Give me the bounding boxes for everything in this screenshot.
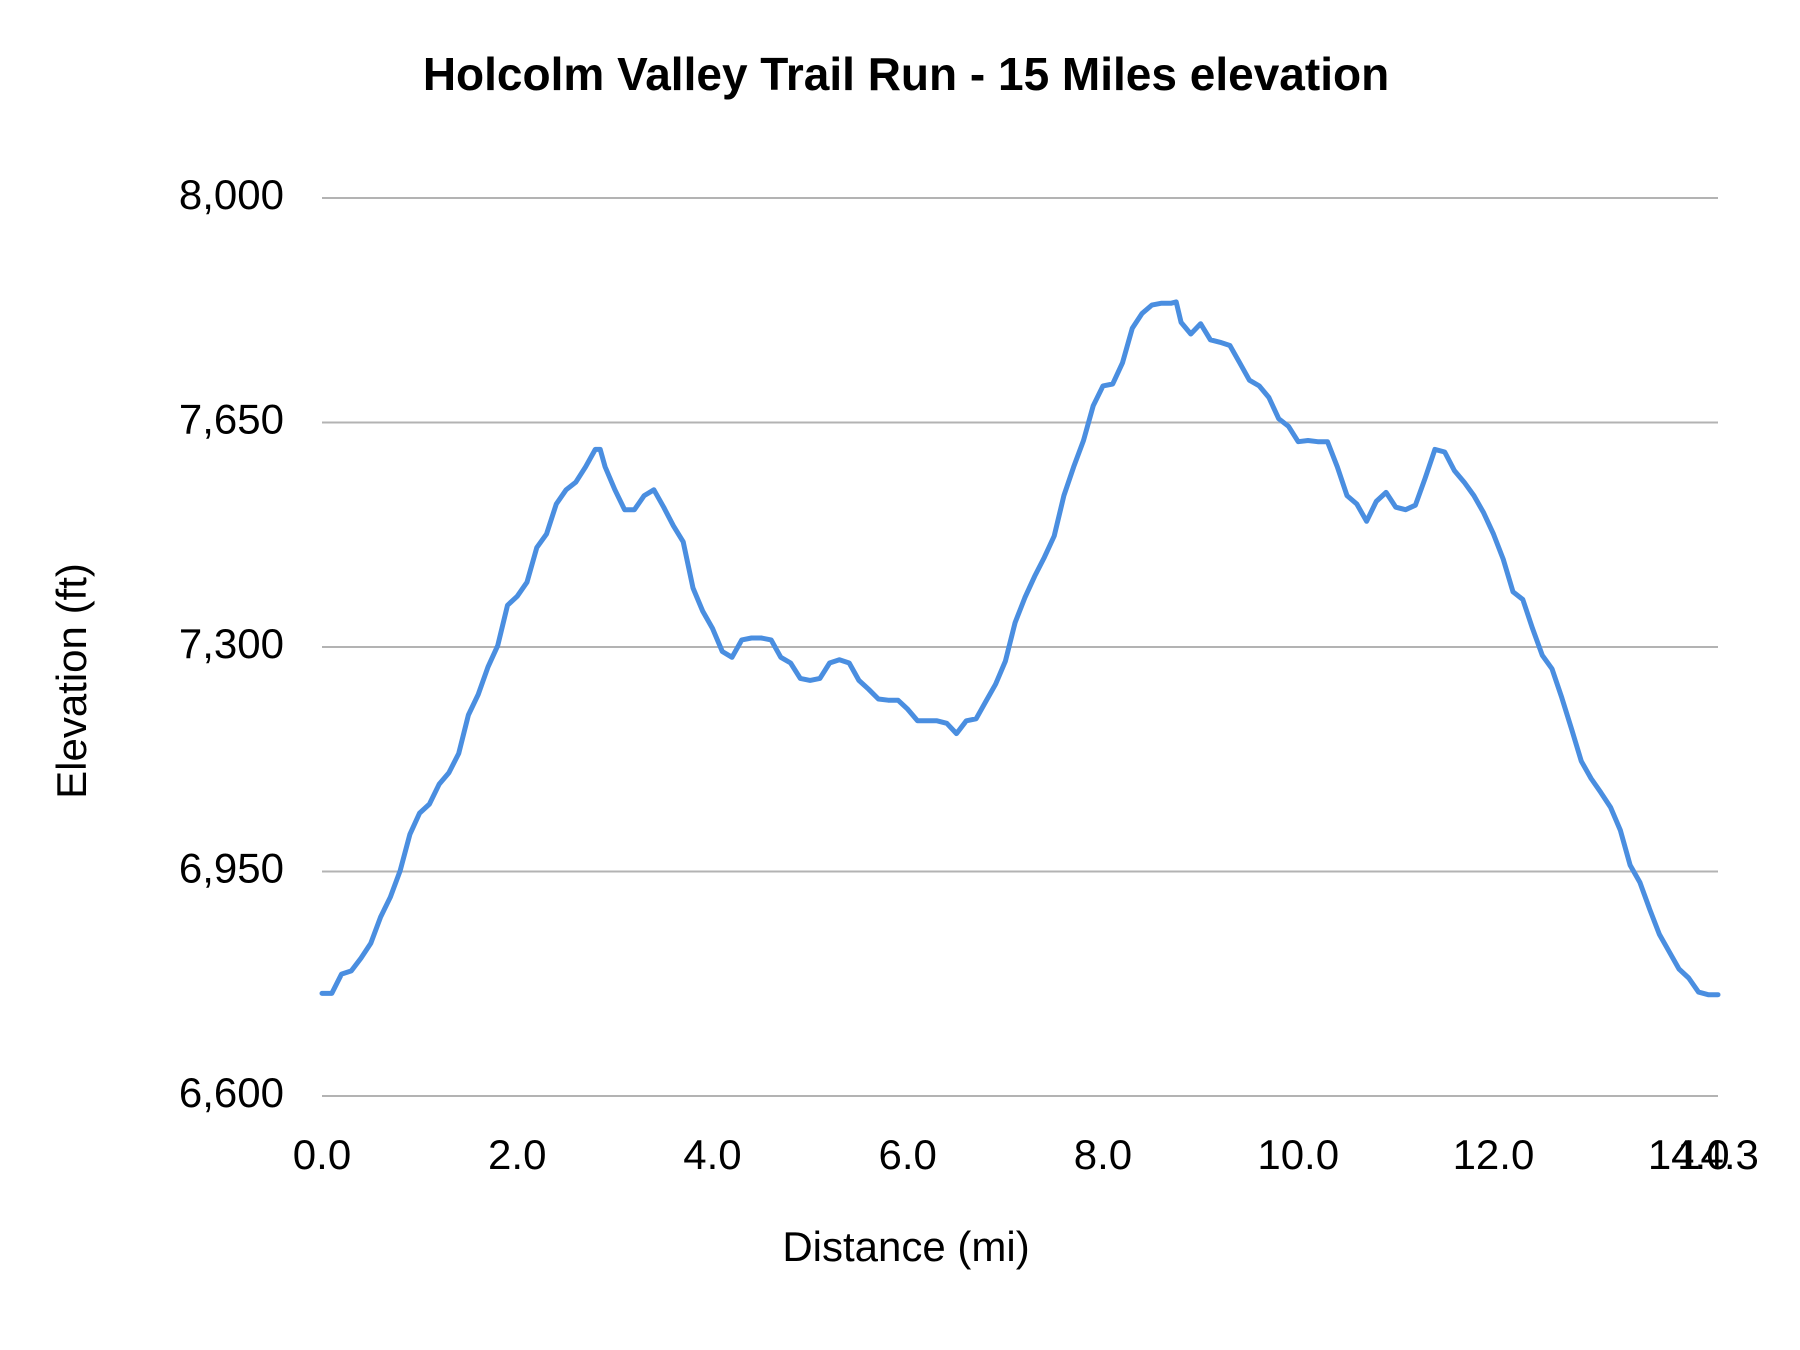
chart-title: Holcolm Valley Trail Run - 15 Miles elev… [423, 48, 1389, 100]
x-tick-label: 14.3 [1677, 1131, 1759, 1178]
y-tick-label: 6,600 [179, 1069, 284, 1116]
y-tick-label: 7,650 [179, 396, 284, 443]
x-axis-label: Distance (mi) [782, 1223, 1029, 1270]
x-tick-label: 6.0 [879, 1131, 937, 1178]
x-tick-label: 12.0 [1453, 1131, 1535, 1178]
x-tick-label: 2.0 [488, 1131, 546, 1178]
x-tick-label: 4.0 [683, 1131, 741, 1178]
elevation-line [319, 299, 1721, 998]
x-tick-label: 10.0 [1257, 1131, 1339, 1178]
y-tick-label: 7,300 [179, 620, 284, 667]
x-tick-label: 8.0 [1074, 1131, 1132, 1178]
y-axis-label: Elevation (ft) [48, 563, 95, 799]
x-tick-label: 0.0 [293, 1131, 351, 1178]
y-tick-label: 8,000 [179, 171, 284, 218]
x-tick-label: 14.0 [1648, 1131, 1730, 1178]
y-tick-label: 6,950 [179, 845, 284, 892]
